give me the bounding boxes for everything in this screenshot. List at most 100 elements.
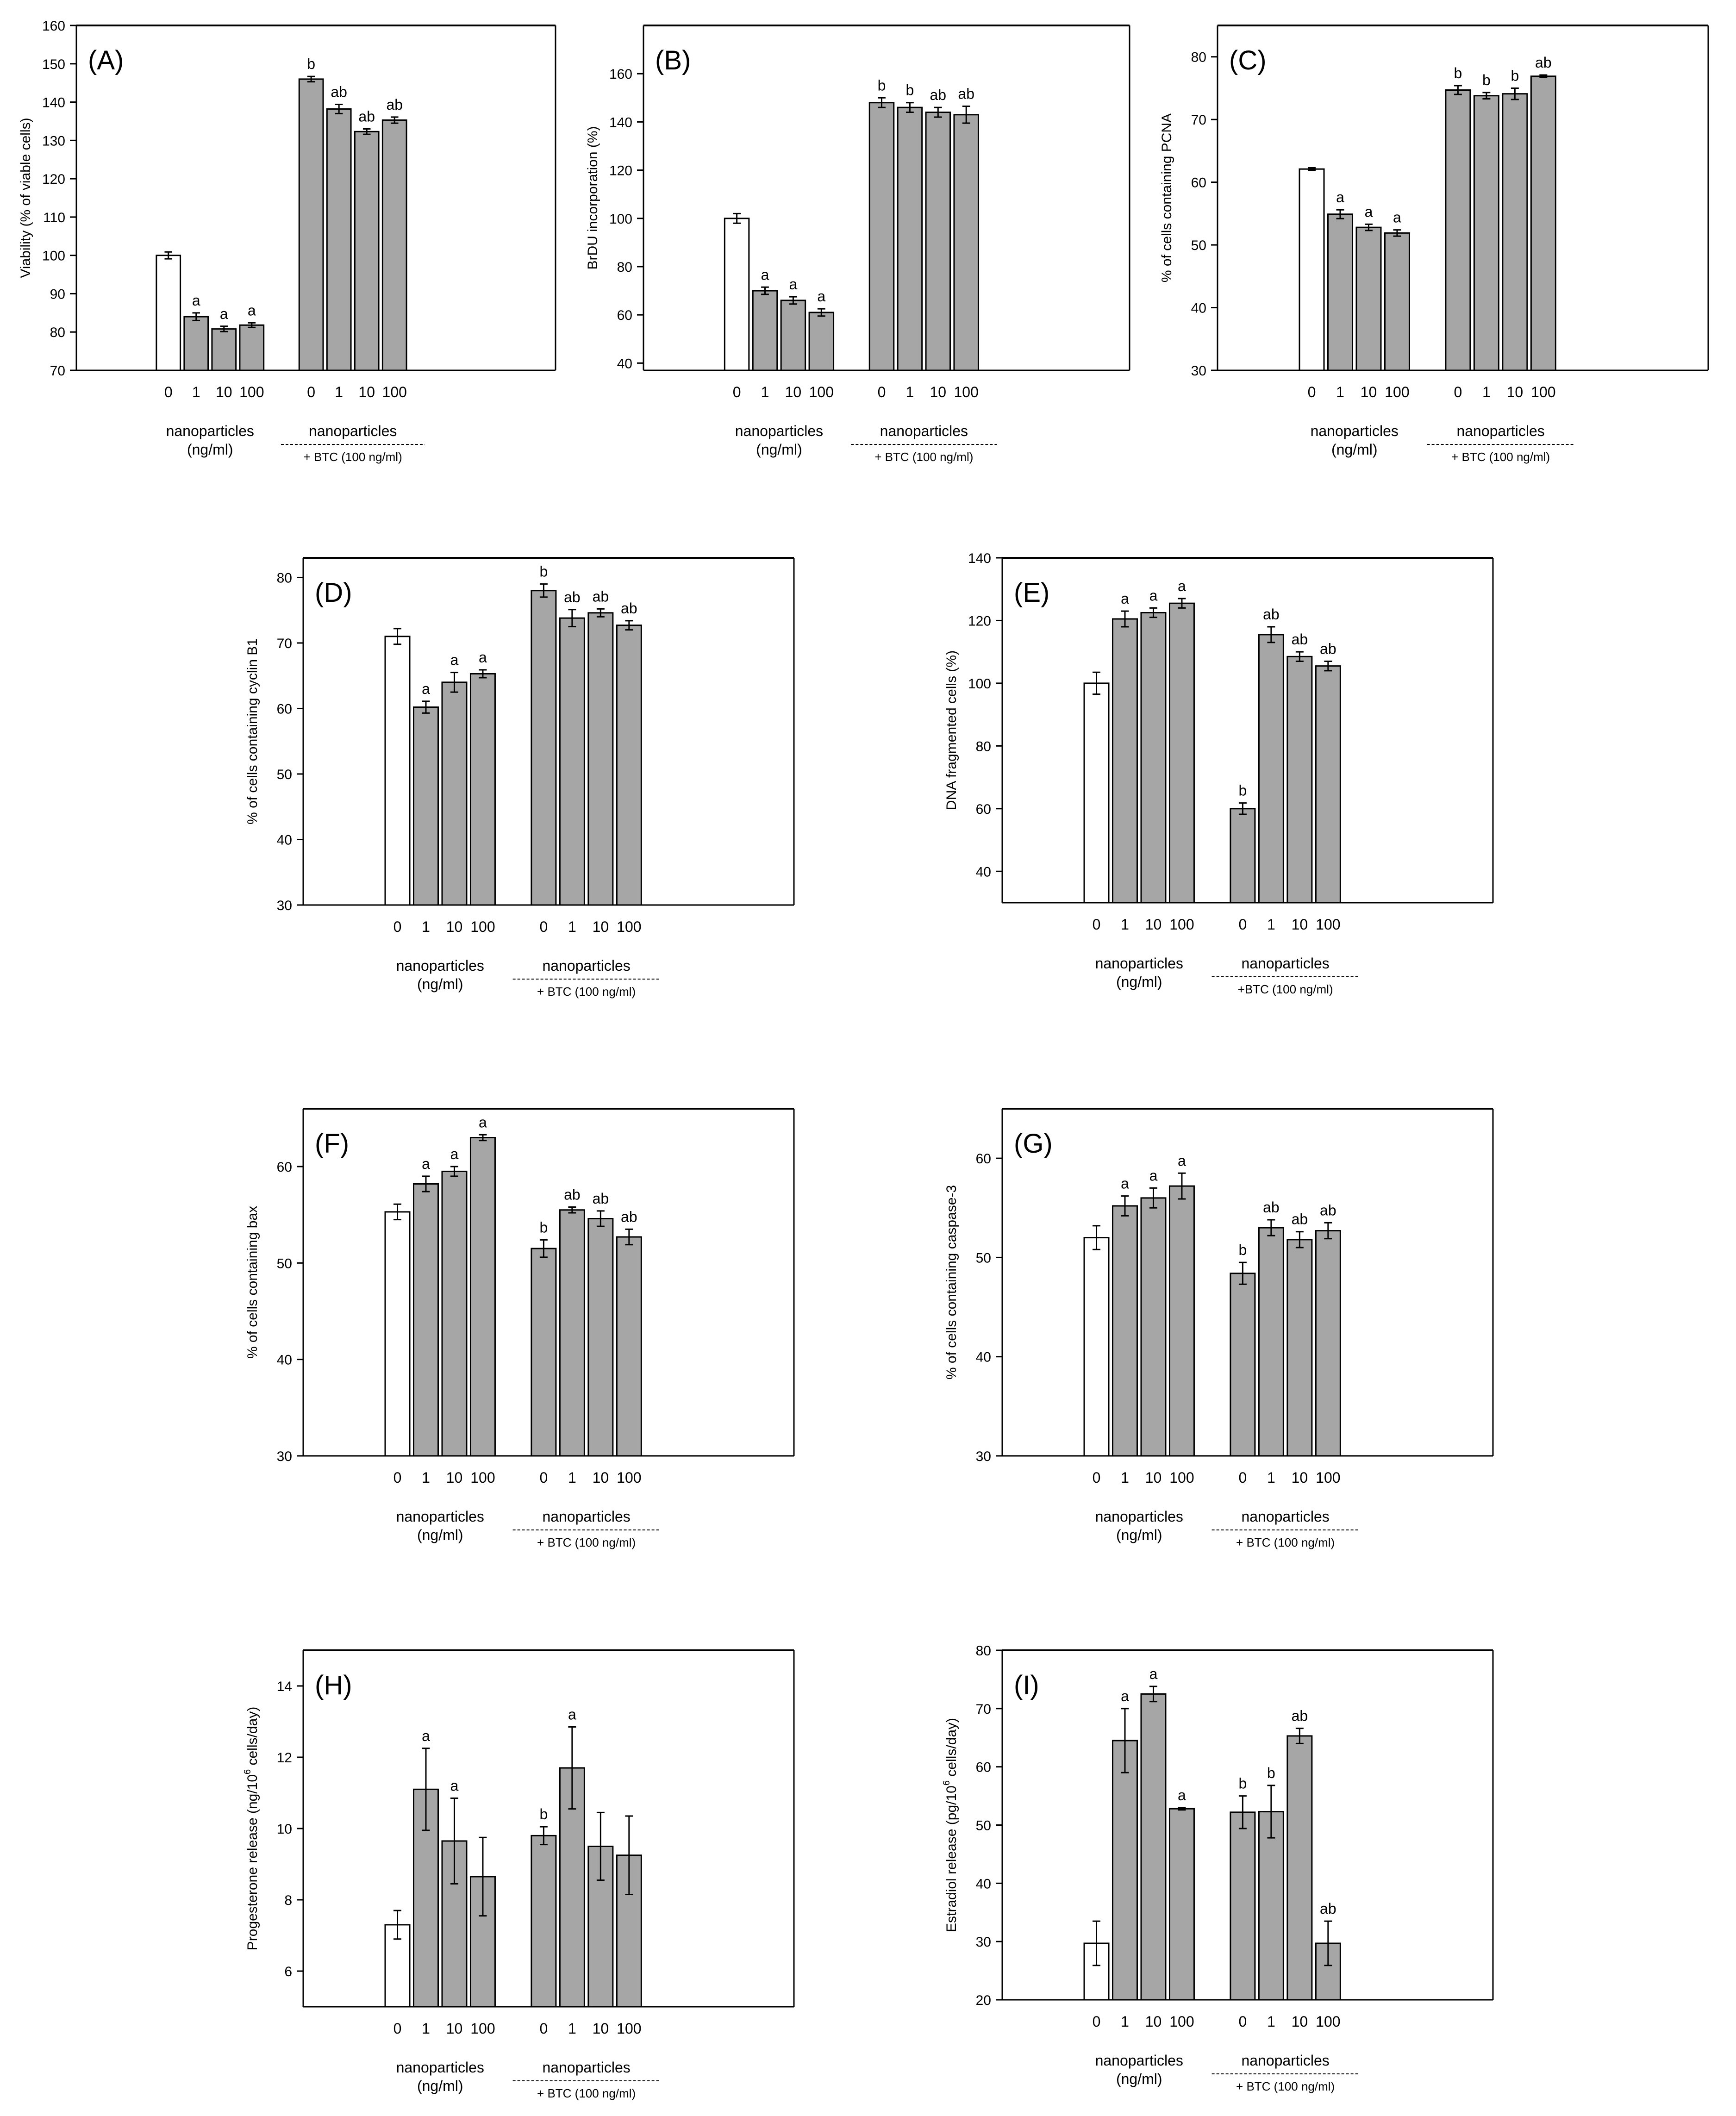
x-tick-label: 100 [617,2020,641,2037]
y-tick-label: 60 [1191,175,1206,191]
group2-unit: + BTC (100 ng/ml) [874,450,973,464]
significance-letter: ab [1320,1202,1336,1218]
y-tick-label: 140 [42,95,65,111]
bar [469,1137,496,1457]
x-tick-label: 10 [1292,2013,1308,2030]
x-tick-label: 1 [1267,2013,1275,2030]
bar [298,78,324,371]
y-tick-label: 60 [617,308,632,323]
significance-letter: a [1121,590,1129,607]
significance-letter: a [568,1706,576,1723]
bar [381,119,407,371]
y-tick-label: 40 [976,1876,991,1891]
y-tick-label: 80 [277,570,292,586]
y-tick-label: 120 [609,163,632,179]
x-tick-label: 100 [470,2020,495,2037]
y-axis-label-superscript: 6 [243,1769,253,1774]
y-tick-label: 160 [42,19,65,34]
panel-label: (G) [1014,1129,1053,1159]
group2-label: nanoparticles [542,957,630,974]
bar [354,131,380,371]
panel-label: (I) [1014,1670,1039,1700]
y-tick-label: 60 [277,701,292,717]
y-tick-label: 90 [50,287,65,302]
panel-g: 30 40 50 60 % of cells containing caspase-3 (… [944,1108,1494,1549]
group2-label: nanoparticles [1241,2052,1329,2069]
bar [1299,168,1325,371]
bar [1140,1197,1167,1457]
x-tick-label: 10 [446,918,463,935]
bar [559,1209,585,1457]
bar [531,590,557,906]
y-axis-label-text: Viability (% of viable cells) [18,118,33,278]
group1-unit: (ng/ml) [1116,1527,1162,1543]
group1-label: nanoparticles [1311,423,1399,439]
y-tick-label: 8 [284,1893,292,1908]
y-tick-label: 30 [277,1449,292,1464]
y-tick-label: 6 [284,1964,292,1979]
significance-letter: ab [1292,631,1308,648]
x-tick-label: 0 [1093,2013,1101,2030]
y-axis-label-text: % of cells containing PCNA [1159,113,1174,282]
bar [1384,232,1410,371]
y-axis-label: % of cells containing cyclin B1 [245,638,260,824]
bar [239,324,265,371]
significance-letter: ab [621,1208,637,1225]
bar [780,300,806,371]
group1-unit: (ng/ml) [1116,974,1162,990]
y-tick-label: 50 [277,767,292,782]
significance-letter: a [248,302,256,318]
bar [1168,602,1195,904]
significance-letter: a [1336,189,1344,206]
significance-letter: a [1178,578,1186,594]
bar [1083,1237,1110,1457]
panel-label: (D) [315,578,352,608]
x-tick-label: 0 [1239,1469,1247,1486]
significance-letter: a [450,652,459,668]
panel-d: 30 40 50 60 70 80 % of cells containing cyclin… [245,557,795,999]
x-tick-label: 100 [1169,1469,1194,1486]
panel-f: 30 40 50 60 % of cells containing bax (F) 0 a 1 a… [245,1108,795,1549]
significance-letter: b [878,77,886,94]
y-axis-label-text: Estradiol release (pg/10 [944,1785,959,1932]
bar [1530,75,1556,371]
bar [413,706,439,906]
x-tick-label: 0 [540,2020,548,2037]
significance-letter: a [1149,1167,1158,1184]
x-tick-label: 100 [1316,1469,1340,1486]
y-axis-label: DNA fragmented cells (%) [944,650,959,810]
bar [1140,612,1167,904]
y-tick-label: 40 [976,864,991,880]
significance-letter: a [422,1728,430,1744]
y-tick-label: 120 [42,172,65,187]
significance-letter: a [789,276,798,293]
x-tick-label: 0 [393,2020,402,2037]
group2-unit: + BTC (100 ng/ml) [304,450,402,464]
group1-unit: (ng/ml) [756,441,802,458]
group2-label: nanoparticles [542,2059,630,2076]
x-tick-label: 10 [446,1469,463,1486]
x-tick-label: 100 [470,1469,495,1486]
bar [413,1183,439,1457]
y-tick-label: 50 [976,1250,991,1266]
x-tick-label: 1 [1121,2013,1129,2030]
y-axis-label-text: Progesterone release (ng/10 [245,1774,260,1950]
y-axis-label-tail: cells/day) [944,1718,959,1780]
panel-label: (E) [1014,578,1049,608]
bar [1473,95,1499,371]
bar [1286,1735,1313,2001]
y-tick-label: 120 [968,613,991,629]
significance-letter: ab [564,1186,581,1203]
panel-label: (A) [88,45,124,75]
y-axis-label: % of cells containing PCNA [1159,113,1174,282]
significance-letter: ab [1320,641,1336,657]
y-tick-label: 80 [617,260,632,275]
bar [1315,665,1341,904]
bar [1230,1273,1256,1457]
x-tick-label: 0 [164,384,173,400]
y-tick-label: 80 [50,325,65,340]
bar [616,1236,642,1457]
